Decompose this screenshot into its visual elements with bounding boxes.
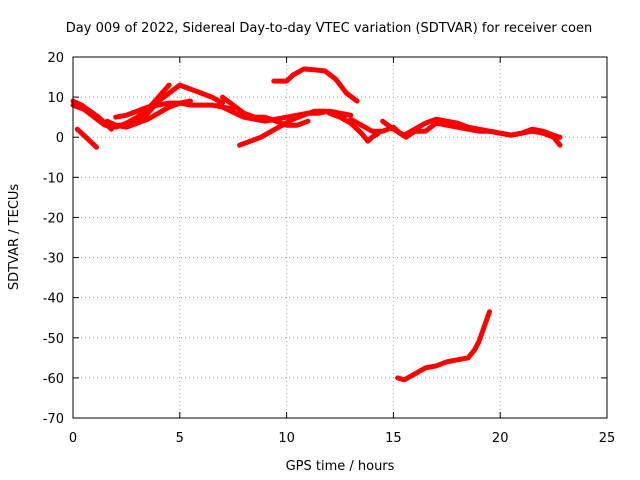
y-tick-label: -50 <box>43 332 64 347</box>
series-arc-13 <box>380 116 563 148</box>
series-arc-8 <box>220 94 311 128</box>
y-tick-label: 0 <box>56 131 64 146</box>
tick-layer: 0 5 10 15 20 25 20 10 0 -10 -20 -30 -40 -50 -60 -70 <box>43 51 616 446</box>
x-tick-label: 20 <box>492 431 509 446</box>
series-arc-14 <box>395 309 492 383</box>
plot-frame <box>72 56 608 419</box>
y-tick-label: -10 <box>43 171 64 186</box>
y-axis-label: SDTVAR / TECUs <box>7 184 22 291</box>
x-tick-label: 10 <box>278 431 295 446</box>
x-axis-label: GPS time / hours <box>286 459 395 474</box>
x-tick-label: 5 <box>176 431 184 446</box>
y-tick-label: 10 <box>47 91 64 106</box>
x-tick-label: 0 <box>69 431 77 446</box>
y-tick-label: 20 <box>47 51 64 66</box>
y-tick-label: -60 <box>43 372 64 387</box>
x-tick-label: 15 <box>385 431 402 446</box>
series-arc-11 <box>326 110 381 144</box>
chart-title: Day 009 of 2022, Sidereal Day-to-day VTE… <box>66 21 592 36</box>
y-tick-label: -30 <box>43 252 64 267</box>
y-tick-label: -40 <box>43 292 64 307</box>
x-tick-label: 25 <box>599 431 616 446</box>
series-arc-2 <box>74 126 99 150</box>
y-tick-label: -20 <box>43 211 64 226</box>
series-arc-10 <box>271 66 360 104</box>
series-arc-6 <box>113 98 193 128</box>
y-tick-label: -70 <box>43 412 64 427</box>
series-layer <box>70 66 563 383</box>
